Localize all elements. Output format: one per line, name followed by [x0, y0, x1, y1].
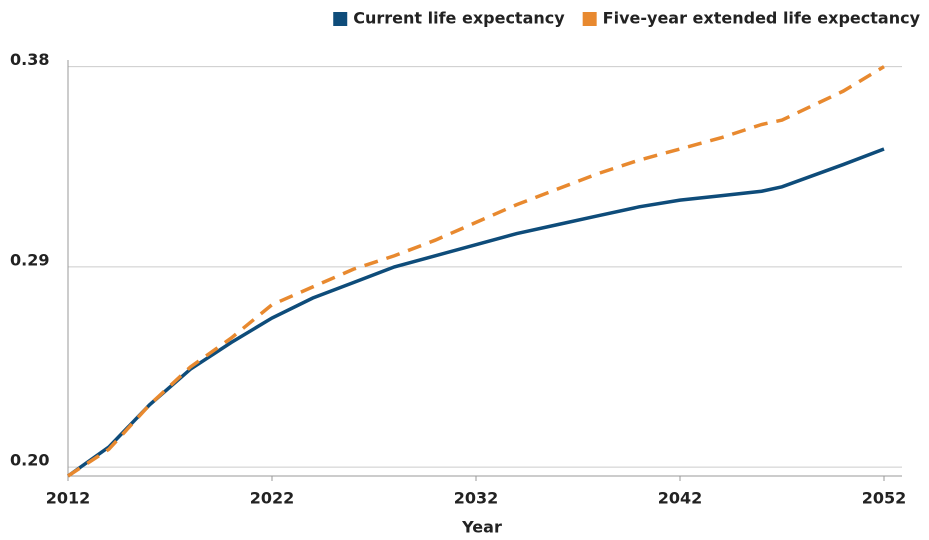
legend-label: Current life expectancy [353, 9, 565, 28]
x-tick-label: 2052 [862, 489, 907, 508]
x-tick-label: 2032 [454, 489, 499, 508]
line-series [66, 147, 885, 478]
x-tick-label: 2022 [250, 489, 295, 508]
legend-swatch [582, 12, 597, 26]
legend-swatch [333, 12, 348, 26]
y-tick-label: 0.29 [10, 250, 49, 269]
y-tick-label: 0.38 [10, 50, 49, 69]
x-tick-label: 2012 [46, 489, 91, 508]
line-series [67, 65, 885, 478]
y-tick-label: 0.20 [10, 451, 49, 470]
legend-label: Five-year extended life expectancy [603, 9, 921, 28]
x-axis-label: Year [461, 518, 502, 537]
x-tick-label: 2042 [658, 489, 703, 508]
